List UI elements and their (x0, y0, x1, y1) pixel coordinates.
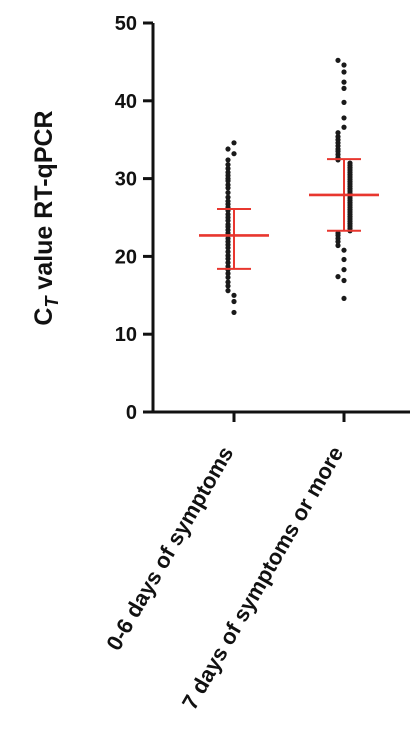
point-series1-52 (341, 115, 347, 121)
point-series0-2 (231, 292, 237, 298)
point-series0-33 (225, 182, 231, 188)
point-series0-25 (225, 211, 231, 217)
data-points (225, 57, 353, 316)
point-series0-30 (225, 194, 231, 200)
y-axis-title: CT value RT-qPCR (30, 110, 62, 325)
y-tick-label-2: 20 (115, 246, 137, 268)
y-axis-title-rest: value RT-qPCR (30, 110, 58, 296)
y-tick-label-4: 40 (115, 91, 137, 113)
point-series0-42 (225, 146, 231, 152)
y-axis: 0 10 20 30 40 50 (115, 13, 155, 424)
point-series1-57 (341, 62, 347, 68)
y-tick-label-3: 30 (115, 169, 137, 191)
point-series0-41 (231, 151, 237, 157)
point-series0-1 (231, 298, 237, 305)
point-series0-13 (225, 249, 231, 255)
point-series0-9 (225, 263, 231, 270)
point-series1-5 (341, 247, 347, 253)
point-series1-2 (335, 274, 341, 280)
y-axis-title-subscript: T (42, 295, 62, 308)
point-series0-6 (225, 274, 231, 281)
point-series0-39 (225, 161, 231, 168)
point-series0-38 (225, 165, 231, 172)
point-series0-3 (225, 288, 231, 294)
point-series0-40 (225, 157, 231, 163)
point-series0-37 (225, 169, 231, 175)
point-series0-12 (225, 253, 231, 259)
point-series1-4 (341, 256, 347, 263)
point-series1-6 (335, 242, 341, 249)
x-category-label-0: 0-6 days of symptoms (101, 442, 238, 655)
y-tick-label-5: 50 (115, 13, 137, 35)
point-series0-5 (225, 279, 231, 285)
point-series1-3 (341, 267, 347, 273)
point-series0-22 (225, 221, 231, 228)
point-series0-7 (225, 270, 231, 277)
point-series1-10 (335, 230, 341, 236)
point-series0-31 (225, 190, 231, 196)
point-series0-29 (225, 198, 231, 204)
point-series1-1 (341, 277, 347, 284)
point-series1-50 (335, 130, 341, 136)
x-axis (151, 410, 410, 422)
y-axis-title-main: C (30, 308, 58, 326)
point-series1-49 (335, 133, 341, 140)
point-series0-4 (225, 283, 231, 289)
y-tick-label-0: 0 (126, 402, 137, 424)
point-series0-10 (225, 260, 231, 266)
point-series1-53 (341, 99, 347, 105)
point-series1-56 (341, 69, 347, 75)
error-bars (199, 158, 379, 270)
point-series1-54 (341, 85, 347, 91)
point-series1-0 (341, 295, 347, 302)
point-series0-0 (231, 309, 237, 316)
point-series1-55 (341, 79, 347, 85)
point-series1-51 (341, 124, 347, 130)
point-series1-58 (335, 57, 341, 63)
point-series0-43 (231, 140, 237, 146)
point-series1-40 (347, 160, 353, 166)
y-tick-label-1: 10 (115, 324, 137, 346)
